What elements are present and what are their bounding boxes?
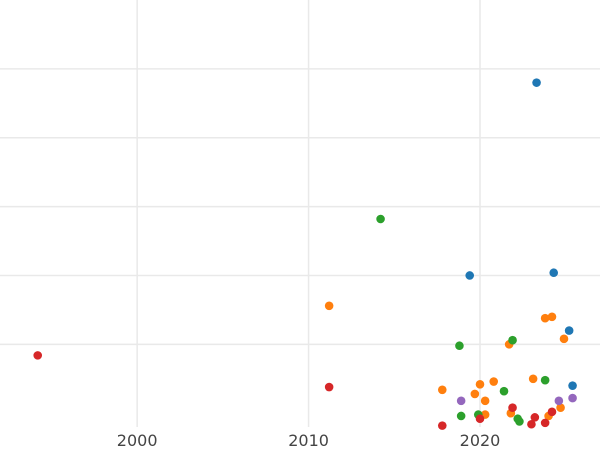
data-point-s4-0 [456,396,466,406]
data-point-s0-2 [465,271,475,280]
data-point-s0-0 [532,78,541,87]
data-point-s3-2 [508,403,517,413]
data-point-s3-1 [324,382,334,392]
data-point-s3-8 [540,418,550,428]
data-point-s1-6 [475,380,485,389]
data-point-s1-1 [540,313,550,323]
data-point-s2-4 [499,386,509,396]
data-point-s1-2 [547,312,557,322]
x-tick-label-2010: 2010 [288,431,329,450]
data-point-s1-10 [480,396,490,406]
data-point-s1-11 [556,403,565,413]
data-point-s4-2 [568,393,577,403]
data-point-s3-6 [437,421,447,430]
data-point-s1-9 [470,389,480,399]
data-point-s3-0 [33,351,43,360]
data-point-s2-1 [455,341,464,351]
x-tick-label-2000: 2000 [117,431,158,450]
data-point-s4-1 [554,396,564,406]
data-point-s3-4 [530,413,540,422]
data-point-s2-5 [456,411,466,421]
data-points [33,78,577,430]
grid-layer [0,0,600,427]
data-point-s0-4 [568,381,577,390]
data-point-s1-0 [324,301,334,311]
data-point-s2-8 [515,417,524,426]
data-point-s1-5 [528,374,538,384]
data-point-s0-3 [564,326,574,335]
data-point-s2-2 [508,335,517,345]
tick-labels: 2000 2010 2020 [117,431,501,450]
data-point-s3-3 [547,407,557,417]
data-point-s0-1 [549,268,559,278]
data-point-s3-5 [475,414,485,424]
data-point-s1-8 [437,385,447,395]
x-tick-label-2020: 2020 [460,431,501,450]
data-point-s1-7 [489,377,499,386]
data-point-s1-3 [559,334,569,344]
data-point-s3-7 [527,419,536,429]
data-point-s2-0 [376,214,385,224]
data-point-s2-3 [540,375,550,385]
